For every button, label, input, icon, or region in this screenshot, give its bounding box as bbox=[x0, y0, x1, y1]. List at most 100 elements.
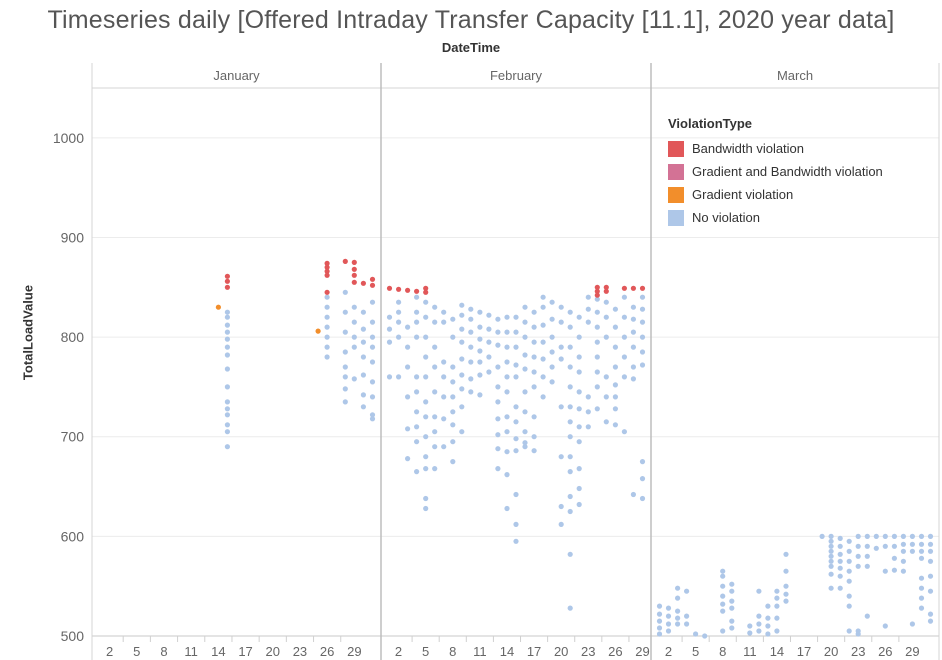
data-point bbox=[720, 573, 726, 579]
data-point bbox=[612, 324, 619, 330]
data-point bbox=[351, 344, 357, 350]
data-point bbox=[720, 568, 726, 574]
data-point bbox=[495, 316, 501, 322]
data-point bbox=[396, 319, 402, 325]
data-point bbox=[224, 314, 230, 320]
data-point bbox=[549, 349, 555, 355]
data-point bbox=[603, 394, 609, 400]
data-point bbox=[855, 631, 861, 637]
legend-item[interactable]: Gradient and Bandwidth violation bbox=[668, 160, 883, 183]
data-point bbox=[567, 469, 573, 475]
data-point bbox=[522, 409, 528, 415]
data-point bbox=[459, 429, 465, 435]
legend-item[interactable]: No violation bbox=[668, 206, 883, 229]
y-tick-label: 500 bbox=[61, 628, 85, 644]
data-point bbox=[729, 618, 735, 624]
data-point bbox=[594, 406, 600, 412]
data-point bbox=[567, 434, 573, 440]
data-point bbox=[882, 568, 888, 574]
data-point bbox=[891, 555, 898, 561]
data-point bbox=[639, 459, 646, 465]
data-point bbox=[783, 598, 789, 604]
data-point bbox=[441, 374, 447, 380]
data-point bbox=[567, 605, 573, 611]
data-point bbox=[423, 434, 429, 440]
data-point bbox=[909, 541, 916, 547]
data-point bbox=[576, 369, 582, 375]
data-point bbox=[531, 339, 537, 345]
data-point bbox=[567, 508, 573, 515]
data-point bbox=[630, 285, 637, 291]
data-point bbox=[423, 414, 429, 420]
data-point bbox=[405, 324, 411, 330]
data-point bbox=[224, 309, 230, 315]
x-tick-label: 29 bbox=[635, 644, 649, 659]
data-point bbox=[621, 294, 628, 300]
x-tick-label: 5 bbox=[133, 644, 140, 659]
legend-label: No violation bbox=[692, 210, 760, 225]
data-point bbox=[450, 364, 456, 370]
data-point bbox=[540, 322, 546, 328]
data-point bbox=[513, 448, 519, 454]
data-point bbox=[423, 299, 429, 305]
data-point bbox=[369, 394, 376, 400]
data-point bbox=[386, 314, 393, 320]
data-point bbox=[468, 344, 474, 350]
data-point bbox=[324, 272, 330, 278]
data-point bbox=[900, 533, 907, 540]
data-point bbox=[558, 521, 564, 528]
data-point bbox=[360, 326, 366, 332]
data-point bbox=[549, 364, 555, 370]
data-point bbox=[891, 543, 898, 549]
data-point bbox=[477, 324, 483, 330]
data-point bbox=[612, 344, 619, 350]
data-point bbox=[756, 613, 762, 619]
data-point bbox=[513, 329, 519, 335]
data-point bbox=[342, 309, 348, 315]
data-point bbox=[855, 533, 861, 540]
month-header-january: January bbox=[213, 68, 260, 83]
x-tick-label: 20 bbox=[266, 644, 280, 659]
data-point bbox=[675, 608, 681, 614]
x-tick-label: 23 bbox=[581, 644, 595, 659]
data-point bbox=[855, 553, 861, 559]
data-point bbox=[639, 319, 646, 325]
data-point bbox=[504, 414, 510, 420]
x-tick-label: 11 bbox=[184, 644, 198, 659]
data-point bbox=[567, 364, 573, 370]
data-point bbox=[846, 538, 852, 544]
data-point bbox=[432, 429, 438, 435]
data-point bbox=[846, 558, 852, 564]
data-point bbox=[927, 541, 934, 547]
data-point bbox=[224, 406, 230, 412]
data-point bbox=[900, 558, 907, 564]
data-point bbox=[639, 495, 646, 502]
legend-label: Gradient violation bbox=[692, 187, 794, 202]
data-point bbox=[224, 384, 230, 390]
data-point bbox=[612, 382, 619, 388]
data-point bbox=[531, 434, 537, 440]
data-point bbox=[765, 603, 771, 609]
data-point bbox=[621, 374, 628, 380]
data-point bbox=[603, 419, 609, 425]
data-point bbox=[504, 429, 510, 435]
data-point bbox=[522, 334, 528, 340]
data-point bbox=[630, 329, 637, 335]
data-point bbox=[360, 372, 366, 378]
x-tick-label: 2 bbox=[395, 644, 402, 659]
data-point bbox=[603, 314, 609, 320]
data-point bbox=[846, 578, 852, 584]
data-point bbox=[558, 404, 564, 410]
series-gradient-violation bbox=[215, 304, 321, 334]
data-point bbox=[324, 304, 330, 310]
data-point bbox=[522, 444, 528, 450]
legend-item[interactable]: Bandwidth violation bbox=[668, 137, 883, 160]
data-point bbox=[441, 444, 447, 450]
data-point bbox=[522, 366, 528, 372]
data-point bbox=[828, 533, 834, 540]
data-point bbox=[927, 573, 934, 579]
data-point bbox=[324, 314, 330, 320]
data-point bbox=[224, 322, 230, 328]
data-point bbox=[414, 288, 420, 294]
legend-item[interactable]: Gradient violation bbox=[668, 183, 883, 206]
